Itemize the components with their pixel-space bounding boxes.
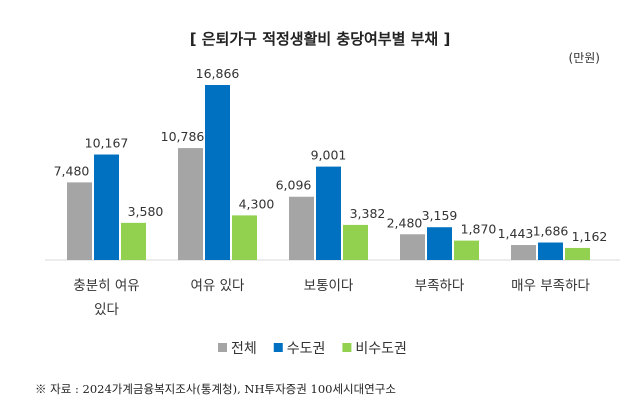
- bar-수도권-3: [427, 227, 452, 260]
- bar-전체-4: [511, 245, 536, 260]
- data-label: 3,159: [422, 208, 458, 223]
- category-label: 부족하다: [415, 278, 465, 294]
- legend-label: 비수도권: [355, 341, 407, 357]
- legend-label: 전체: [231, 341, 257, 357]
- legend-swatch: [218, 343, 227, 352]
- legend-swatch: [273, 343, 283, 352]
- data-label: 9,001: [311, 148, 347, 163]
- category-label: 보통이다: [304, 278, 354, 294]
- chart-title: [ 은퇴가구 적정생활비 충당여부별 부채 ]: [190, 30, 451, 48]
- bar-비수도권-1: [232, 215, 257, 260]
- legend-label: 수도권: [287, 341, 326, 357]
- bar-비수도권-4: [565, 247, 590, 260]
- bar-전체-1: [178, 148, 203, 260]
- data-label: 4,300: [239, 196, 275, 211]
- data-label: 1,870: [461, 222, 497, 237]
- bar-수도권-1: [205, 85, 230, 260]
- bar-비수도권-0: [121, 222, 146, 260]
- bar-비수도권-2: [343, 224, 368, 260]
- unit-label: (만원): [569, 51, 600, 65]
- data-label: 10,786: [161, 129, 205, 144]
- data-label: 16,866: [196, 66, 240, 81]
- data-label: 2,480: [387, 215, 423, 230]
- data-label: 3,382: [350, 206, 386, 221]
- bar-비수도권-3: [454, 240, 479, 260]
- category-label: 여유 있다: [191, 278, 246, 294]
- bar-수도권-0: [94, 154, 119, 260]
- data-label: 7,480: [54, 163, 90, 178]
- data-label: 6,096: [276, 178, 312, 193]
- bar-수도권-2: [316, 166, 341, 260]
- legend-swatch: [342, 343, 352, 352]
- bar-전체-3: [400, 234, 425, 260]
- bar-전체-2: [289, 196, 314, 260]
- category-label: 충분히 여유 있다: [73, 278, 139, 318]
- data-label: 1,162: [572, 229, 608, 244]
- data-label: 1,686: [533, 224, 569, 239]
- data-label: 1,443: [498, 226, 534, 241]
- data-label: 3,580: [128, 204, 164, 219]
- bar-수도권-4: [538, 242, 563, 260]
- bar-전체-0: [67, 182, 92, 260]
- data-label: 10,167: [85, 136, 129, 151]
- category-label: 매우 부족하다: [511, 278, 590, 294]
- source-note: ※ 자료 : 2024가계금융복지조사(통계청), NH투자증권 100세시대연…: [35, 382, 396, 396]
